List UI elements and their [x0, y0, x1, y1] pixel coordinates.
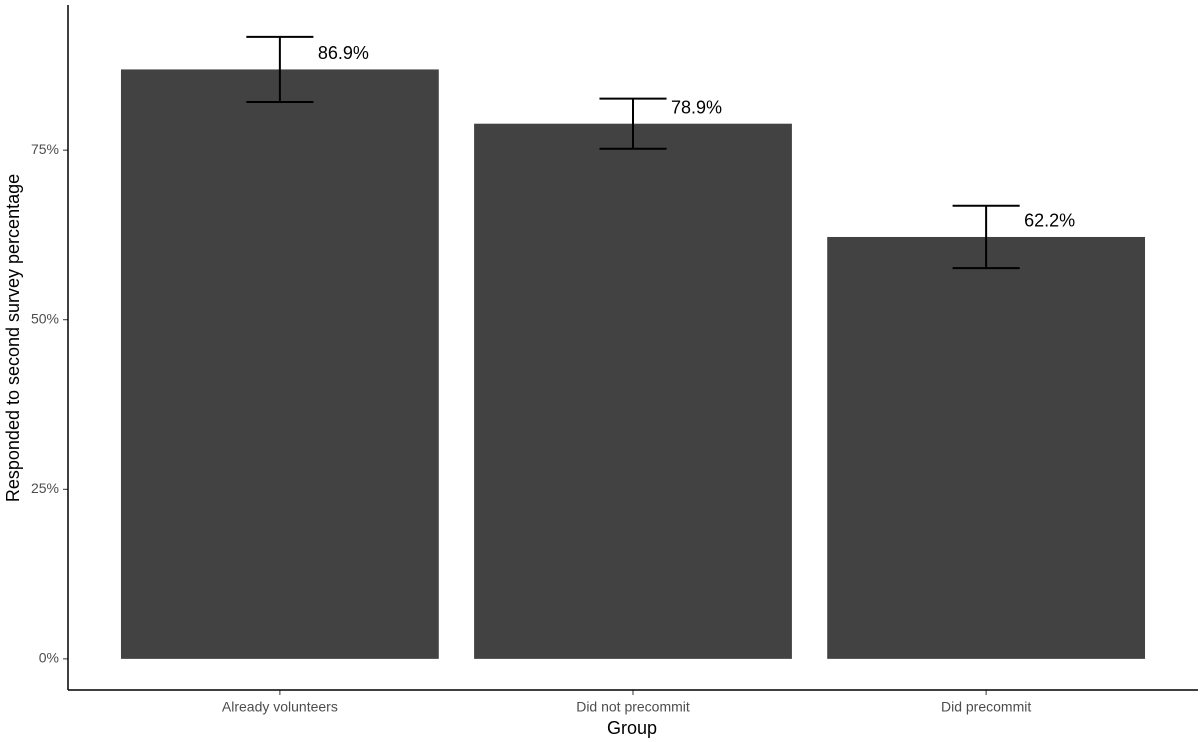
x-tick-label: Did not precommit — [576, 699, 690, 715]
y-tick-label: 50% — [31, 310, 59, 326]
y-tick-label: 75% — [31, 141, 59, 157]
y-axis-title: Responded to second survey percentage — [3, 174, 23, 502]
bar — [120, 69, 439, 659]
bar — [474, 123, 792, 659]
x-axis-title: Group — [607, 718, 657, 738]
value-label: 78.9% — [671, 97, 722, 117]
y-tick-label: 25% — [31, 480, 59, 496]
y-tick-label: 0% — [39, 650, 59, 666]
value-label: 62.2% — [1024, 211, 1075, 231]
x-tick-label: Already volunteers — [222, 699, 338, 715]
value-label: 86.9% — [318, 43, 369, 63]
x-tick-label: Did precommit — [941, 699, 1031, 715]
bar — [827, 236, 1146, 659]
